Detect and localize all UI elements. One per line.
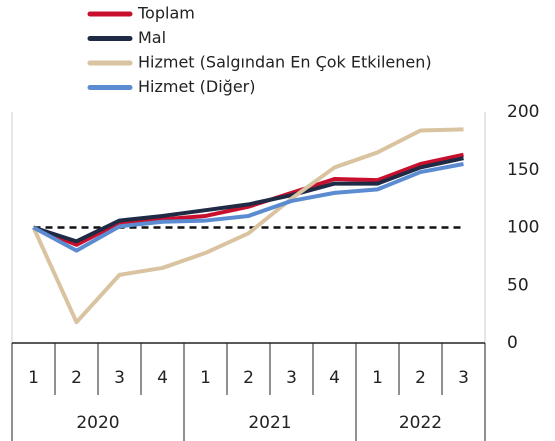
legend-label: Hizmet (Salgından En Çok Etkilenen) xyxy=(138,53,432,72)
series-line xyxy=(32,162,464,253)
x-tick-label: 4 xyxy=(157,368,168,388)
legend-label: Toplam xyxy=(137,4,195,23)
x-tick-label: 1 xyxy=(372,368,383,388)
series-line xyxy=(32,156,464,244)
group-label: 2020 xyxy=(76,413,119,433)
x-tick-label: 2 xyxy=(243,368,254,388)
x-tick-label: 3 xyxy=(458,368,469,388)
x-tick-label: 2 xyxy=(71,368,82,388)
y-tick-label: 100 xyxy=(507,218,539,238)
legend-label: Hizmet (Diğer) xyxy=(138,77,256,96)
group-label: 2022 xyxy=(399,413,442,433)
series-line xyxy=(31,127,464,325)
x-tick-label: 3 xyxy=(286,368,297,388)
y-tick-label: 200 xyxy=(507,102,539,122)
x-tick-label: 1 xyxy=(28,368,39,388)
group-label: 2021 xyxy=(248,413,291,433)
x-tick-label: 1 xyxy=(200,368,211,388)
series-line xyxy=(32,152,464,247)
legend-label: Mal xyxy=(138,28,166,47)
y-tick-label: 0 xyxy=(507,333,518,353)
x-tick-label: 2 xyxy=(415,368,426,388)
x-tick-label: 3 xyxy=(114,368,125,388)
y-tick-label: 150 xyxy=(507,160,539,180)
y-tick-label: 50 xyxy=(507,275,529,295)
x-tick-label: 4 xyxy=(329,368,340,388)
